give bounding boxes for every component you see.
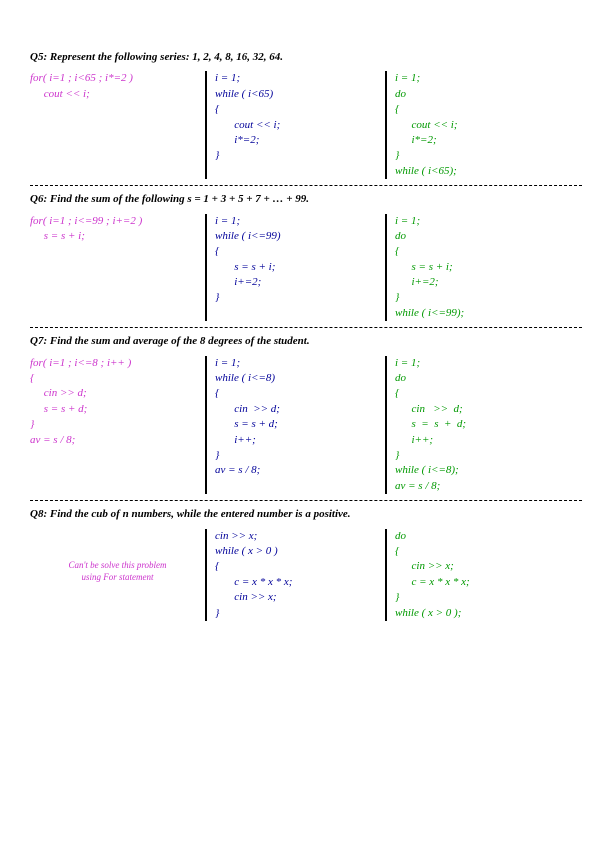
page-content: Q5: Represent the following series: 1, 2… bbox=[0, 0, 612, 655]
divider bbox=[30, 500, 582, 501]
q6-for-code: for( i=1 ; i<=99 ; i+=2 ) s = s + i; bbox=[30, 214, 205, 322]
q6-while-code: i = 1; while ( i<=99) { s = s + i; i+=2;… bbox=[205, 214, 385, 322]
q8-dowhile-code: do { cin >> x; c = x * x * x; } while ( … bbox=[385, 529, 560, 621]
q8-note: Can't be solve this problem using For st… bbox=[30, 529, 205, 621]
divider bbox=[30, 327, 582, 328]
q6-row: for( i=1 ; i<=99 ; i+=2 ) s = s + i; i =… bbox=[30, 214, 582, 322]
q5-row: for( i=1 ; i<65 ; i*=2 ) cout << i; i = … bbox=[30, 71, 582, 179]
q8-row: Can't be solve this problem using For st… bbox=[30, 529, 582, 621]
q7-while-code: i = 1; while ( i<=8) { cin >> d; s = s +… bbox=[205, 356, 385, 495]
q5-while-code: i = 1; while ( i<65) { cout << i; i*=2; … bbox=[205, 71, 385, 179]
q7-row: for( i=1 ; i<=8 ; i++ ) { cin >> d; s = … bbox=[30, 356, 582, 495]
q6-dowhile-code: i = 1; do { s = s + i; i+=2; } while ( i… bbox=[385, 214, 560, 322]
q5-dowhile-code: i = 1; do { cout << i; i*=2; } while ( i… bbox=[385, 71, 560, 179]
q8-title: Q8: Find the cub of n numbers, while the… bbox=[30, 507, 582, 522]
q5-for-code: for( i=1 ; i<65 ; i*=2 ) cout << i; bbox=[30, 71, 205, 179]
q7-dowhile-code: i = 1; do { cin >> d; s = s + d; i++; } … bbox=[385, 356, 560, 495]
q7-title: Q7: Find the sum and average of the 8 de… bbox=[30, 334, 582, 349]
q7-for-code: for( i=1 ; i<=8 ; i++ ) { cin >> d; s = … bbox=[30, 356, 205, 495]
q8-while-code: cin >> x; while ( x > 0 ) { c = x * x * … bbox=[205, 529, 385, 621]
divider bbox=[30, 185, 582, 186]
q6-title: Q6: Find the sum of the following s = 1 … bbox=[30, 192, 582, 207]
q5-title: Q5: Represent the following series: 1, 2… bbox=[30, 50, 582, 65]
